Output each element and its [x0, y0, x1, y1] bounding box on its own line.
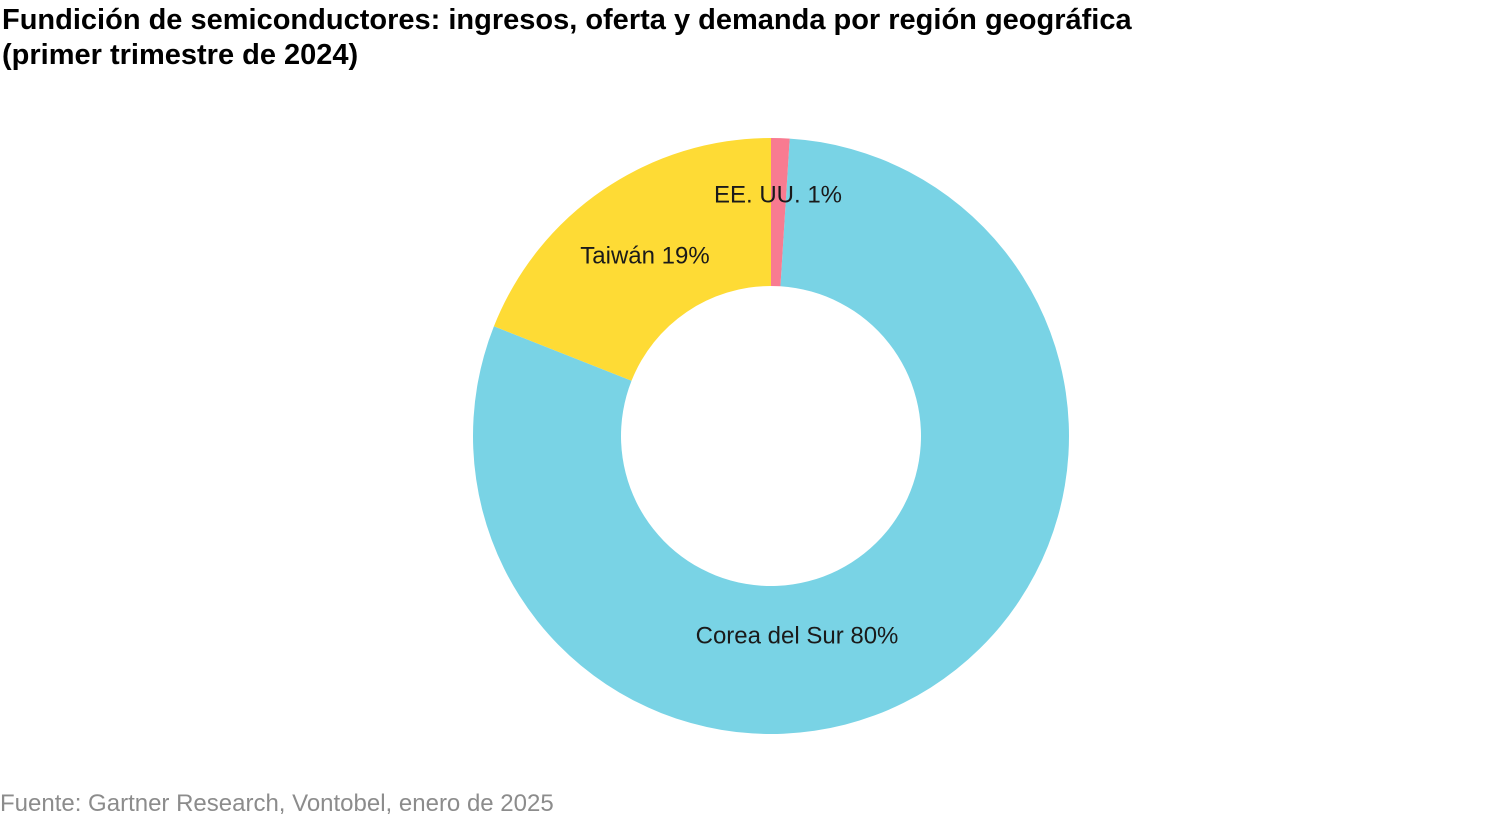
- slice-label-2: EE. UU. 1%: [714, 181, 842, 208]
- donut-slice-1: [493, 137, 771, 381]
- donut-slice-2: [771, 138, 790, 287]
- chart-title: Fundición de semiconductores: ingresos, …: [2, 3, 1402, 73]
- chart-title-line-2: (primer trimestre de 2024): [2, 39, 359, 71]
- chart-title-line-1: Fundición de semiconductores: ingresos, …: [2, 4, 1132, 36]
- donut-slice-0: [473, 138, 1069, 734]
- donut-labels: Corea del Sur 80% Taiwán 19% EE. UU. 1%: [580, 181, 898, 649]
- slice-label-1: Taiwán 19%: [580, 242, 709, 269]
- slice-label-0: Corea del Sur 80%: [696, 622, 899, 649]
- source-note: Fuente: Gartner Research, Vontobel, ener…: [0, 790, 554, 817]
- donut-slices: [473, 137, 1069, 734]
